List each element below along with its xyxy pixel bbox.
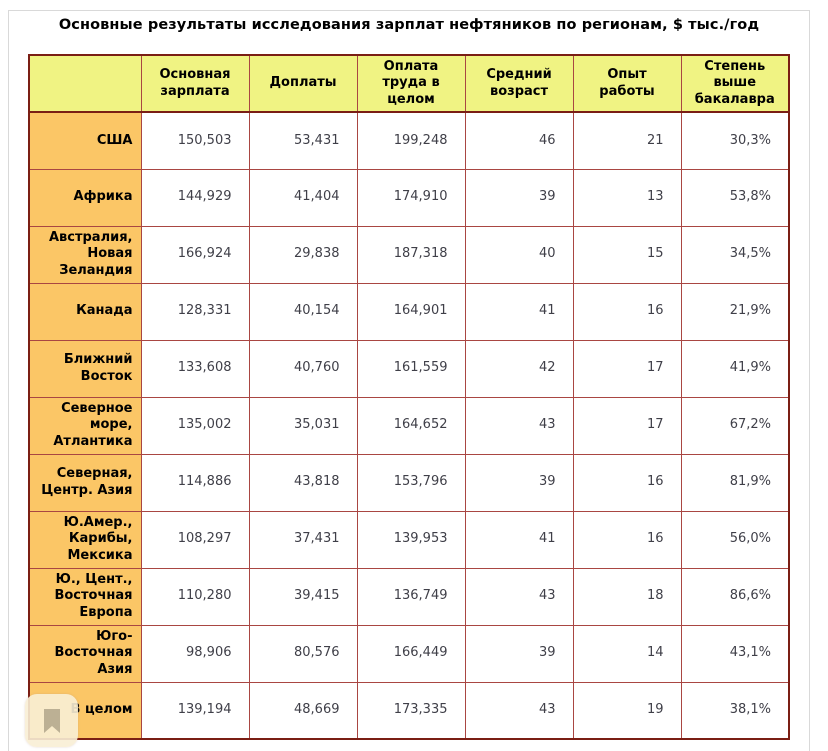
table-cell: 98,906 [140,624,250,683]
table-cell: 34,5% [680,225,790,284]
region-label: США [28,111,142,170]
bookmark-icon [42,708,62,734]
table-cell: 153,796 [356,453,466,512]
table-cell: 56,0% [680,510,790,569]
table-cell: 108,297 [140,510,250,569]
table-cell: 40,154 [248,282,358,341]
table-cell: 173,335 [356,681,466,740]
region-label: Австралия, Новая Зеландия [28,225,142,284]
table-cell: 128,331 [140,282,250,341]
table-cell: 18 [572,567,682,626]
table-cell: 86,6% [680,567,790,626]
table-row: Юго-Восточная Азия 98,906 80,576 166,449 39 1… [28,624,790,683]
column-header-avg-age: Средний возраст [464,54,574,113]
table-cell: 43 [464,681,574,740]
region-label: Канада [28,282,142,341]
table-cell: 41 [464,282,574,341]
table-row: США 150,503 53,431 199,248 46 21 30,3% [28,111,790,170]
table-cell: 46 [464,111,574,170]
column-header-bonuses: Доплаты [248,54,358,113]
region-label: Ю.Амер., Карибы, Мексика [28,510,142,569]
table-cell: 174,910 [356,168,466,227]
table-cell: 14 [572,624,682,683]
table-cell: 21 [572,111,682,170]
table-cell: 41,404 [248,168,358,227]
table-cell: 15 [572,225,682,284]
table-cell: 139,194 [140,681,250,740]
column-header-degree: Степень выше бакалавра [680,54,790,113]
table-cell: 40,760 [248,339,358,398]
table-cell: 17 [572,396,682,455]
table-cell: 199,248 [356,111,466,170]
table-cell: 110,280 [140,567,250,626]
column-header-total-pay: Оплата труда в целом [356,54,466,113]
table-cell: 139,953 [356,510,466,569]
table-cell: 13 [572,168,682,227]
table-row: Ю., Цент., Восточная Европа 110,280 39,415… [28,567,790,626]
table-cell: 166,449 [356,624,466,683]
table-cell: 133,608 [140,339,250,398]
column-header-experience: Опыт работы [572,54,682,113]
page-title: Основные результаты исследования зарплат… [58,17,760,33]
table-row: В целом 139,194 48,669 173,335 43 19 38,1% [28,681,790,740]
table-cell: 81,9% [680,453,790,512]
table-cell: 166,924 [140,225,250,284]
table-cell: 150,503 [140,111,250,170]
region-label: Ближний Восток [28,339,142,398]
table-row: Ю.Амер., Карибы, Мексика 108,297 37,431 139… [28,510,790,569]
salary-table: Основная зарплата Доплаты Оплата труда в… [28,54,790,740]
table-cell: 135,002 [140,396,250,455]
region-label: Ю., Цент., Восточная Европа [28,567,142,626]
table-row: Ближний Восток 133,608 40,760 161,559 42 17 41… [28,339,790,398]
table-cell: 187,318 [356,225,466,284]
table-row: Северная, Центр. Азия 114,886 43,818 153,79… [28,453,790,512]
table-cell: 161,559 [356,339,466,398]
column-header-base-salary: Основная зарплата [140,54,250,113]
table-cell: 80,576 [248,624,358,683]
table-cell: 136,749 [356,567,466,626]
table-row: Канада 128,331 40,154 164,901 41 16 21,9% [28,282,790,341]
table-row: Африка 144,929 41,404 174,910 39 13 53,8% [28,168,790,227]
header-row: Основная зарплата Доплаты Оплата труда в… [28,54,790,113]
table-cell: 41 [464,510,574,569]
region-label: Юго-Восточная Азия [28,624,142,683]
table-cell: 41,9% [680,339,790,398]
table-cell: 43,1% [680,624,790,683]
table-cell: 43 [464,396,574,455]
table-row: Северное море, Атлантика 135,002 35,031 164… [28,396,790,455]
table-cell: 164,901 [356,282,466,341]
table-cell: 53,8% [680,168,790,227]
table-cell: 53,431 [248,111,358,170]
corner-cell [28,54,142,113]
table-cell: 42 [464,339,574,398]
table-cell: 17 [572,339,682,398]
table-cell: 16 [572,510,682,569]
table-cell: 29,838 [248,225,358,284]
table-cell: 39 [464,624,574,683]
table-cell: 16 [572,453,682,512]
region-label: Северная, Центр. Азия [28,453,142,512]
table-cell: 30,3% [680,111,790,170]
table-cell: 67,2% [680,396,790,455]
table-cell: 38,1% [680,681,790,740]
region-label: Африка [28,168,142,227]
table-cell: 144,929 [140,168,250,227]
table-cell: 39 [464,168,574,227]
table-cell: 43,818 [248,453,358,512]
table-cell: 21,9% [680,282,790,341]
table-cell: 16 [572,282,682,341]
table-cell: 19 [572,681,682,740]
table-cell: 164,652 [356,396,466,455]
bookmark-button[interactable] [25,694,78,747]
table-cell: 43 [464,567,574,626]
table-cell: 40 [464,225,574,284]
table-cell: 114,886 [140,453,250,512]
table-cell: 35,031 [248,396,358,455]
table-cell: 39 [464,453,574,512]
region-label: Северное море, Атлантика [28,396,142,455]
table-row: Австралия, Новая Зеландия 166,924 29,838 18… [28,225,790,284]
table-cell: 37,431 [248,510,358,569]
table-cell: 39,415 [248,567,358,626]
table-cell: 48,669 [248,681,358,740]
